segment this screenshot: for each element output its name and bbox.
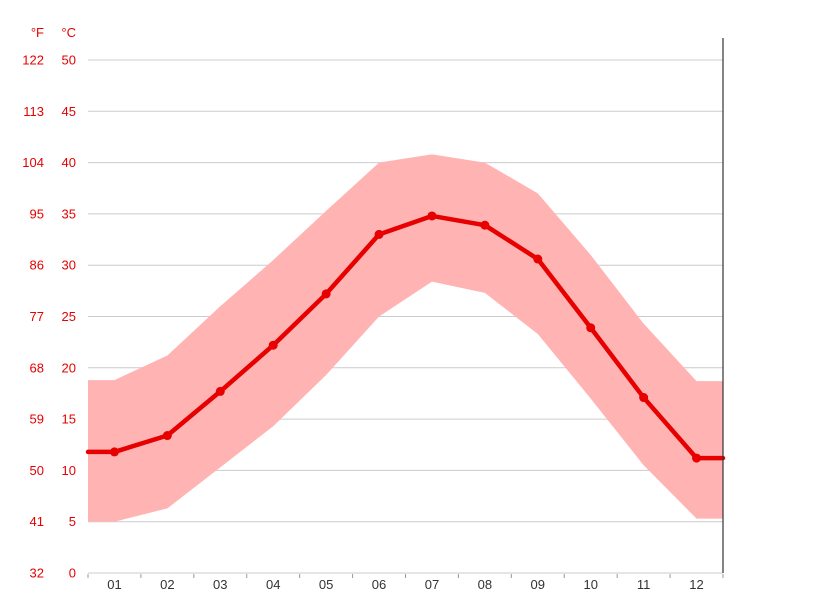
data-point-marker xyxy=(215,386,225,396)
month-label: 02 xyxy=(160,577,174,592)
celsius-tick-label: 40 xyxy=(62,155,76,170)
data-point-marker xyxy=(480,220,490,230)
celsius-tick-label: 5 xyxy=(69,514,76,529)
temperature-range-band xyxy=(88,154,723,522)
data-point-marker xyxy=(321,289,331,299)
data-point-marker xyxy=(109,447,119,457)
month-label: 03 xyxy=(213,577,227,592)
fahrenheit-tick-label: 77 xyxy=(30,309,44,324)
fahrenheit-tick-label: 113 xyxy=(23,104,44,119)
month-label: 04 xyxy=(266,577,280,592)
fahrenheit-tick-label: 50 xyxy=(30,463,44,478)
celsius-tick-label: 10 xyxy=(62,463,76,478)
month-label: 01 xyxy=(107,577,121,592)
celsius-tick-label: 35 xyxy=(62,206,76,221)
fahrenheit-tick-label: 104 xyxy=(22,155,44,170)
data-point-marker xyxy=(639,393,649,403)
fahrenheit-tick-label: 122 xyxy=(22,53,44,68)
fahrenheit-unit-label: °F xyxy=(30,25,44,40)
data-point-marker xyxy=(427,211,437,221)
data-point-marker xyxy=(162,431,172,441)
fahrenheit-tick-label: 59 xyxy=(30,412,44,427)
fahrenheit-tick-label: 86 xyxy=(30,258,44,273)
celsius-tick-label: 45 xyxy=(62,104,76,119)
month-label: 10 xyxy=(583,577,597,592)
celsius-tick-label: 20 xyxy=(62,360,76,375)
celsius-tick-label: 0 xyxy=(69,566,76,581)
celsius-tick-label: 25 xyxy=(62,309,76,324)
month-label: 12 xyxy=(689,577,703,592)
fahrenheit-tick-label: 95 xyxy=(30,206,44,221)
mean-temperature-line xyxy=(85,213,726,461)
month-label: 07 xyxy=(425,577,439,592)
month-label: 05 xyxy=(319,577,333,592)
data-point-marker xyxy=(586,323,596,333)
celsius-tick-label: 15 xyxy=(62,412,76,427)
month-label: 11 xyxy=(637,577,651,592)
celsius-unit-label: °C xyxy=(61,25,76,40)
data-point-marker xyxy=(268,340,278,350)
fahrenheit-tick-label: 68 xyxy=(30,360,44,375)
celsius-tick-label: 30 xyxy=(62,258,76,273)
data-point-marker xyxy=(374,229,384,239)
month-label: 09 xyxy=(531,577,545,592)
celsius-tick-label: 50 xyxy=(62,53,76,68)
data-point-marker xyxy=(533,254,543,264)
fahrenheit-tick-label: 41 xyxy=(30,514,44,529)
fahrenheit-tick-label: 32 xyxy=(30,566,44,581)
month-label: 08 xyxy=(478,577,492,592)
month-label: 06 xyxy=(372,577,386,592)
data-point-marker xyxy=(692,453,702,463)
